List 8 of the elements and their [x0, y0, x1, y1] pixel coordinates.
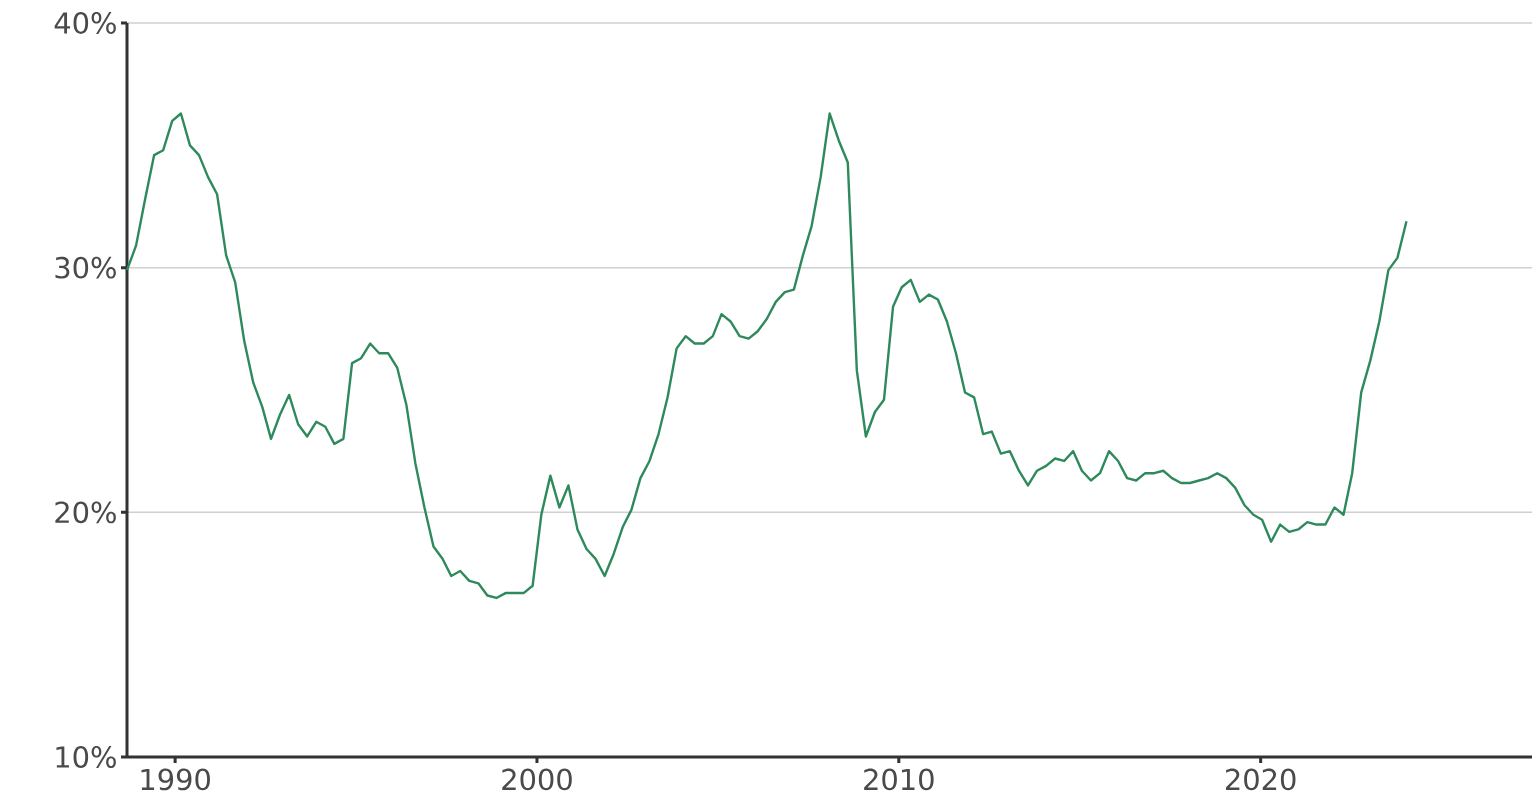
y-tick-label: 10% [56, 746, 116, 768]
y-tick-label: 40% [54, 12, 116, 34]
x-tick-label: 2020 [1225, 768, 1296, 791]
y-tick-label: 20% [55, 501, 116, 524]
x-tick-label: 2000 [502, 768, 572, 791]
x-tick-label: 2010 [864, 768, 934, 791]
x-tick-label: 1990 [141, 768, 210, 791]
y-tick-label: 30% [55, 256, 116, 279]
